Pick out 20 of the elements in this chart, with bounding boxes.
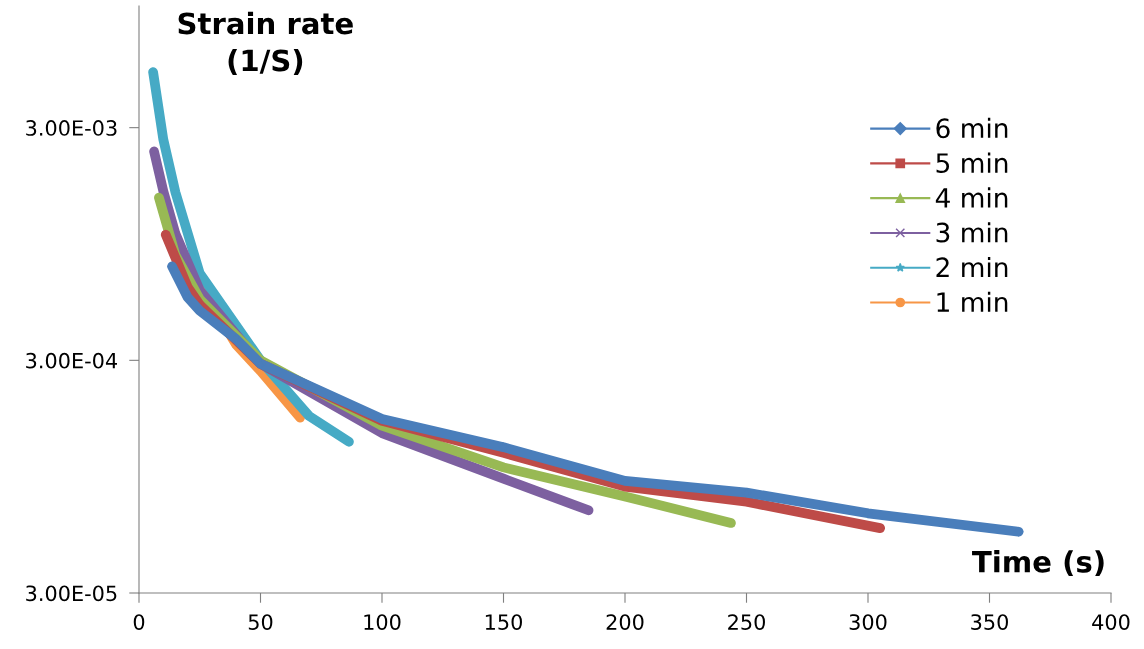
legend-label: 4 min	[935, 187, 1008, 208]
x-tick-label: 0	[133, 614, 145, 630]
x-tick-label: 200	[606, 614, 644, 630]
legend-label: 2 min	[936, 256, 1008, 277]
legend-label: 1 min	[937, 291, 1008, 312]
y-tick-label: 3.00E-04	[26, 352, 117, 369]
legend-label: 5 min	[936, 152, 1008, 173]
x-tick-label: 250	[728, 614, 765, 630]
x-tick-label: 100	[364, 614, 401, 630]
x-tick-label: 50	[248, 614, 273, 630]
legend-label: 6 min	[936, 117, 1008, 139]
legend-label: 3 min	[936, 222, 1008, 243]
x-tick-label: 400	[1092, 614, 1130, 630]
y-tick-label: 3.00E-05	[26, 585, 117, 602]
y-tick-label: 3.00E-03	[26, 120, 117, 136]
x-tick-label: 150	[485, 614, 522, 630]
y-axis-title: Strain rate (1/S)	[178, 11, 353, 75]
x-tick-label: 300	[849, 614, 887, 630]
x-tick-label: 350	[971, 614, 1008, 630]
x-axis-title: Time (s)	[972, 550, 1104, 577]
